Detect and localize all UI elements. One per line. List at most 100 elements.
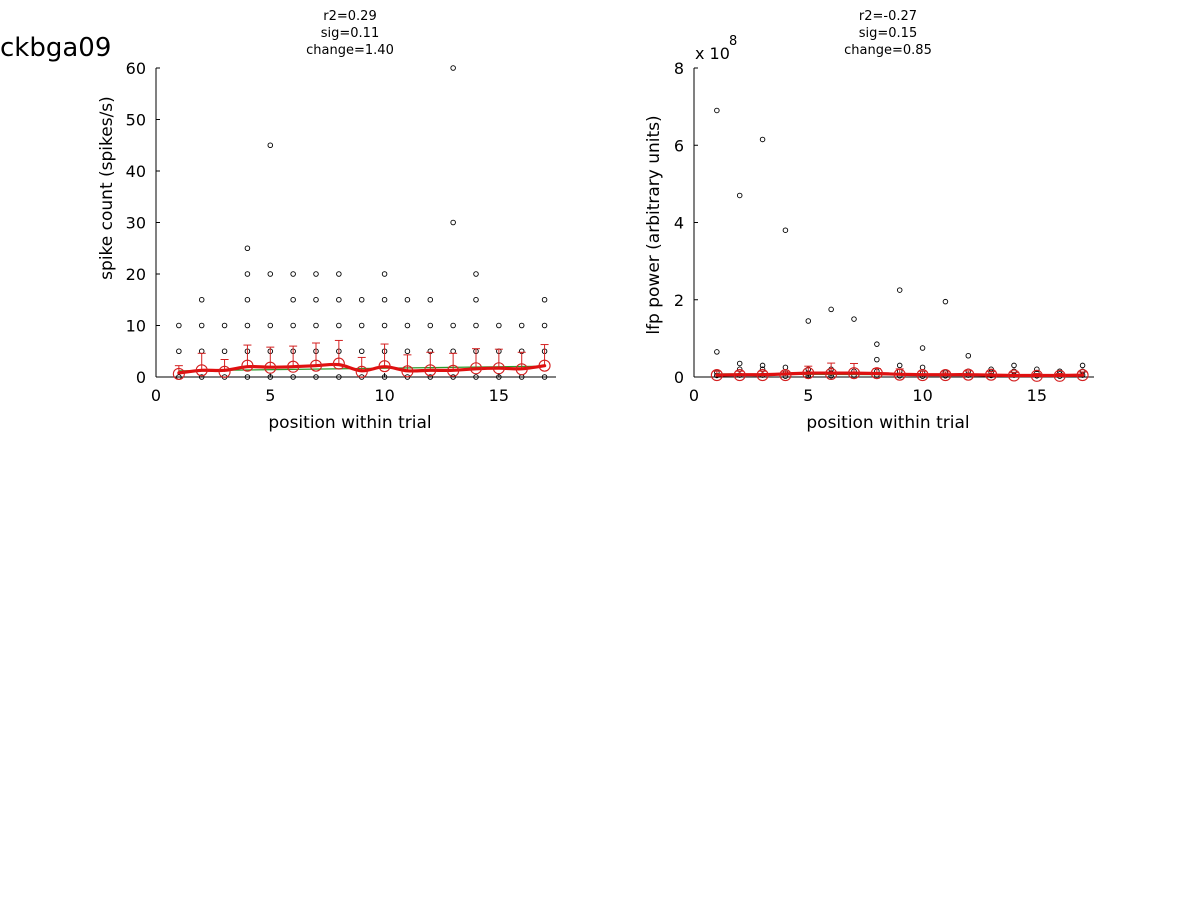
trial-point [313, 297, 319, 303]
x-tick-label: 5 [803, 386, 813, 405]
trial-point [874, 341, 880, 347]
trial-point [473, 322, 479, 329]
trial-point [851, 316, 857, 322]
y-tick-label: 4 [674, 214, 684, 233]
spike-count-panel: r2=0.29 sig=0.11 change=1.40 position wi… [97, 9, 556, 433]
trial-point [473, 297, 479, 303]
trial-point [358, 297, 365, 303]
y-tick-label: 0 [136, 368, 146, 387]
lfp-power-panel: r2=-0.27 sig=0.15 change=0.85 position w… [644, 9, 1094, 433]
trial-point [427, 297, 434, 303]
mean-marker [447, 364, 460, 377]
trial-point [1011, 362, 1017, 369]
trial-point [450, 374, 456, 380]
mean-marker [1030, 369, 1043, 382]
trial-point [381, 271, 388, 277]
trial-point [198, 297, 205, 303]
y-axis-label: spike count (spikes/s) [97, 96, 117, 280]
mean-marker [756, 369, 769, 382]
figure-title: ckbga09 [0, 33, 111, 63]
mean-marker [847, 367, 861, 380]
trial-point [496, 322, 502, 329]
trial-point [336, 271, 342, 277]
trial-point [336, 297, 342, 303]
y-tick-label: 10 [126, 317, 146, 336]
trial-point [358, 348, 365, 355]
trial-point [541, 374, 548, 380]
trial-point [518, 322, 525, 329]
x-axis-label: position within trial [806, 413, 969, 433]
trial-point [221, 348, 228, 355]
trial-point [919, 345, 926, 351]
mean-marker [515, 363, 528, 376]
trial-point [427, 374, 434, 380]
annotation-r2: r2=-0.27 [859, 9, 917, 24]
y-axis-label: lfp power (arbitrary units) [644, 115, 664, 334]
mean-marker [218, 365, 231, 378]
trial-point [381, 322, 388, 329]
trial-point [782, 227, 789, 233]
trial-point [874, 356, 880, 363]
y-tick-label: 30 [126, 214, 146, 233]
trial-point [358, 322, 365, 329]
mean-marker [1076, 369, 1089, 382]
y-tick-label: 50 [126, 111, 146, 130]
trial-point [267, 374, 274, 380]
mean-marker [779, 369, 792, 382]
mean-marker [287, 360, 300, 373]
trial-point [404, 348, 411, 355]
trial-point [198, 322, 205, 329]
trial-point [759, 136, 766, 143]
y-tick-label: 40 [126, 162, 146, 181]
trial-point [267, 271, 274, 277]
trial-point [714, 107, 720, 114]
trial-point [198, 374, 205, 380]
smoothed-mean-line [715, 371, 1085, 378]
trial-point [541, 322, 548, 329]
trial-point [313, 322, 319, 329]
trial-point [828, 306, 834, 313]
annotation-sig: sig=0.11 [321, 26, 379, 41]
trial-point [290, 271, 296, 277]
x-tick-label: 0 [151, 386, 161, 405]
trial-point [267, 322, 274, 329]
trial-point [404, 322, 411, 329]
trial-point [290, 374, 296, 380]
mean-marker [985, 368, 998, 381]
mean-marker [733, 369, 746, 382]
trial-point [496, 374, 502, 380]
x-tick-label: 15 [489, 386, 509, 405]
trial-point [336, 322, 342, 329]
trial-point [919, 364, 926, 371]
mean-marker [264, 361, 277, 374]
trial-point [244, 271, 251, 277]
mean-marker [893, 368, 906, 381]
trial-point [313, 374, 319, 380]
x-tick-label: 15 [1027, 386, 1047, 405]
trial-point [1079, 362, 1086, 369]
mean-marker [962, 368, 975, 381]
x-tick-label: 10 [912, 386, 932, 405]
trial-point [450, 219, 456, 226]
mean-marker [1007, 369, 1021, 382]
mean-marker [939, 369, 952, 382]
annotation-sig: sig=0.15 [859, 26, 917, 41]
mean-marker [241, 359, 254, 372]
trial-point [450, 65, 456, 71]
y-tick-label: 0 [674, 368, 684, 387]
y-tick-label: 20 [126, 265, 146, 284]
trial-point [942, 298, 949, 305]
mean-marker [195, 364, 208, 377]
trial-point [290, 322, 296, 329]
x-tick-label: 5 [265, 386, 275, 405]
annotation-r2: r2=0.29 [323, 9, 376, 24]
trial-point [541, 297, 548, 303]
annotation-change: change=1.40 [306, 43, 394, 58]
trial-point [473, 271, 479, 277]
mean-marker [469, 362, 483, 375]
smoothed-mean-line [177, 362, 547, 375]
mean-marker [332, 357, 345, 370]
trial-point [176, 322, 182, 329]
y-exponent-base: x 10 [695, 44, 730, 63]
annotation-change: change=0.85 [844, 43, 932, 58]
